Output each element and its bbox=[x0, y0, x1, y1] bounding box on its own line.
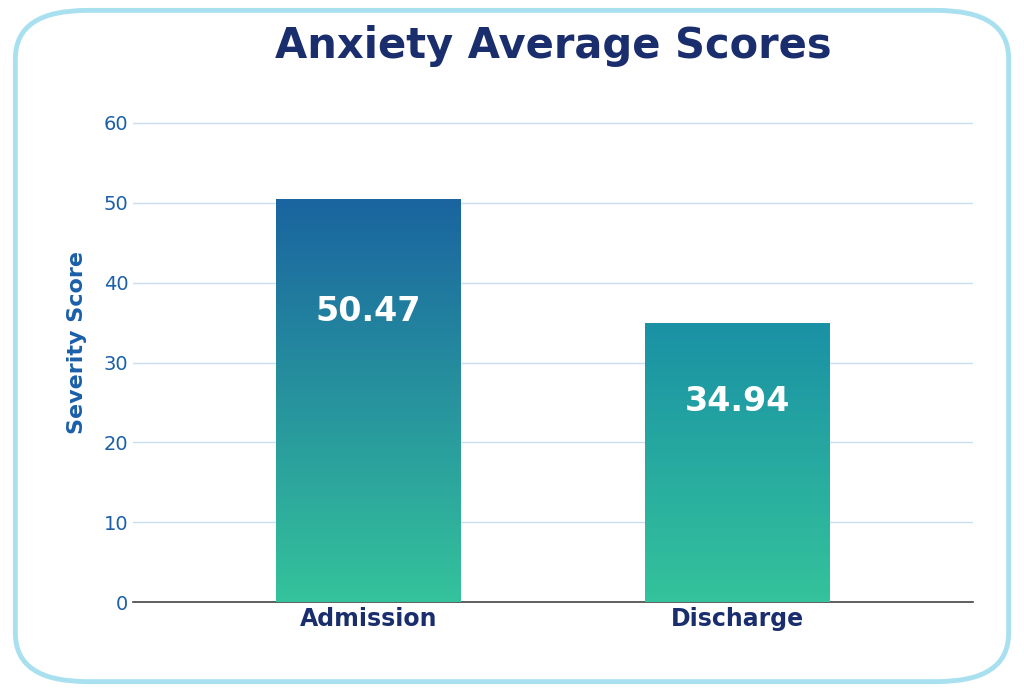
Text: 34.94: 34.94 bbox=[685, 385, 791, 418]
Y-axis label: Severity Score: Severity Score bbox=[67, 251, 87, 434]
Text: 50.47: 50.47 bbox=[315, 295, 421, 329]
Title: Anxiety Average Scores: Anxiety Average Scores bbox=[274, 25, 831, 67]
